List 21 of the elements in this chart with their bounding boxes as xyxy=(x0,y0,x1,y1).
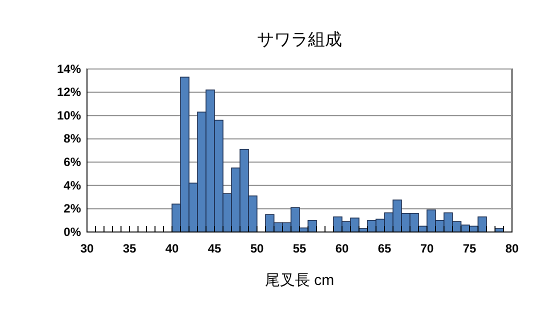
x-tick-label: 40 xyxy=(165,242,179,256)
x-tick-label: 45 xyxy=(208,242,222,256)
x-tick-label: 35 xyxy=(122,242,136,256)
x-tick-label: 65 xyxy=(378,242,392,256)
x-tick-label: 75 xyxy=(462,242,476,256)
y-tick-label: 12% xyxy=(56,85,82,100)
y-tick-label: 6% xyxy=(64,154,82,169)
x-tick-label: 55 xyxy=(292,242,306,256)
x-tick-label: 30 xyxy=(80,242,94,256)
y-tick-label: 14% xyxy=(56,62,82,76)
x-tick-label: 70 xyxy=(420,242,434,256)
chart-title: サワラ組成 xyxy=(257,30,342,49)
x-tick-label: 50 xyxy=(250,242,264,256)
y-tick-label: 10% xyxy=(56,108,82,122)
x-axis-title: 尾叉長 cm xyxy=(264,272,334,289)
y-tick-label: 4% xyxy=(64,178,82,192)
y-tick-label: 8% xyxy=(64,132,82,146)
y-tick-label: 2% xyxy=(64,202,82,216)
y-tick-label: 0% xyxy=(64,224,82,239)
x-tick-label: 80 xyxy=(505,242,519,256)
x-tick-label: 60 xyxy=(335,242,349,256)
